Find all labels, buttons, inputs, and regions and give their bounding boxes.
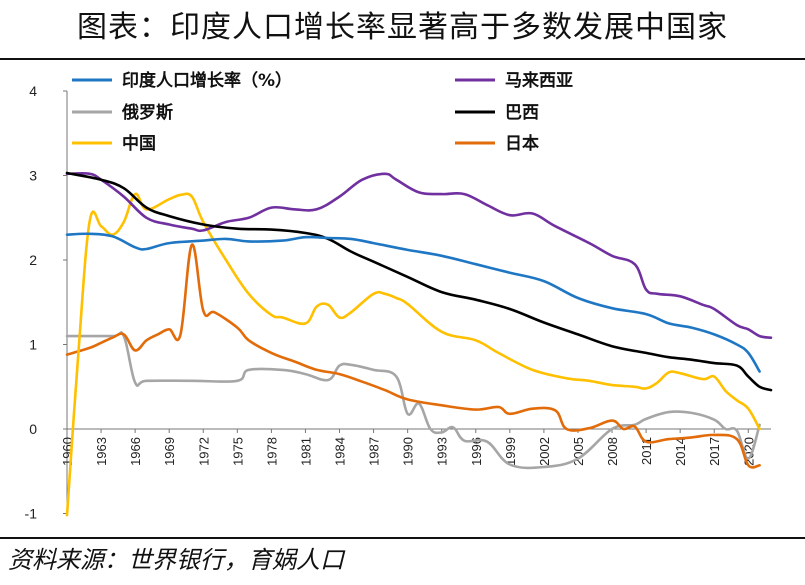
x-tick-label: 2011	[639, 437, 654, 465]
x-tick-label: 1963	[94, 437, 109, 466]
x-tick-label: 1978	[264, 437, 279, 466]
chart-series	[65, 171, 773, 517]
legend-label-russia: 俄罗斯	[121, 102, 173, 123]
series-line-japan	[65, 243, 761, 469]
source-note: 资料来源：世界银行，育娲人口	[8, 546, 344, 574]
y-tick-label: 2	[29, 252, 37, 268]
y-tick-label: 4	[29, 83, 37, 99]
y-tick-label: 3	[29, 168, 37, 184]
legend-label-india: 印度人口增长率（%）	[122, 70, 292, 91]
x-tick-label: 1999	[503, 437, 518, 466]
series-line-india	[65, 232, 761, 373]
legend-label-china: 中国	[122, 133, 156, 154]
series-line-malaysia	[65, 172, 773, 339]
source-divider	[0, 537, 805, 539]
x-tick-label: 1996	[469, 437, 484, 466]
x-tick-label: 2017	[707, 437, 722, 466]
legend-label-brazil: 巴西	[505, 103, 539, 123]
x-tick-label: 1993	[435, 437, 450, 466]
x-tick-label: 2002	[537, 437, 552, 466]
legend-label-japan: 日本	[505, 133, 539, 154]
series-line-china	[65, 192, 761, 517]
x-tick-label: 2005	[571, 437, 586, 466]
title-divider	[0, 58, 805, 60]
series-line-brazil	[65, 171, 773, 392]
y-tick-label: 0	[29, 421, 37, 437]
y-tick-label: -1	[25, 506, 38, 522]
x-tick-label: 2014	[673, 437, 688, 466]
x-tick-label: 1981	[298, 437, 313, 466]
x-tick-label: 1990	[401, 437, 416, 466]
x-tick-label: 1987	[367, 437, 382, 466]
x-tick-label: 1975	[230, 437, 245, 466]
x-tick-label: 1969	[162, 437, 177, 466]
page-title: 图表：印度人口增长率显著高于多数发展中国家	[77, 10, 728, 45]
series-line-russia	[65, 331, 761, 470]
y-tick-label: 1	[29, 337, 37, 353]
x-tick-label: 1972	[196, 437, 211, 466]
x-tick-label: 1966	[128, 437, 143, 466]
x-tick-label: 1984	[333, 437, 348, 466]
legend-label-malaysia: 马来西亚	[505, 70, 573, 91]
x-tick-label: 2008	[605, 437, 620, 466]
